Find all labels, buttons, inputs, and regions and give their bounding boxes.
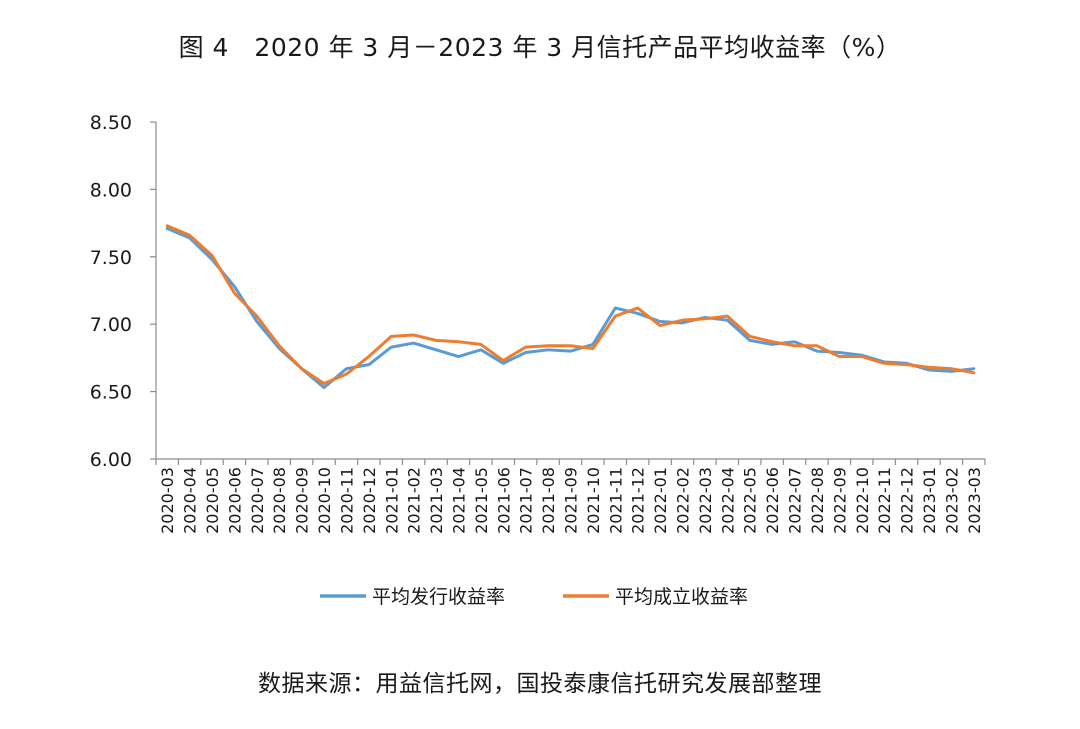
- x-tick-label: 2023-02: [942, 467, 961, 534]
- x-tick-label: 2021-10: [584, 467, 603, 534]
- legend-label-2: 平均成立收益率: [615, 586, 748, 608]
- x-tick-label: 2020-12: [360, 467, 379, 534]
- x-tick-label: 2021-04: [449, 467, 468, 534]
- x-tick-label: 2020-11: [337, 467, 356, 534]
- y-tick-label: 8.00: [90, 179, 132, 201]
- x-tick-label: 2022-12: [898, 467, 917, 534]
- x-tick-label: 2020-06: [225, 467, 244, 534]
- y-tick-label: 7.00: [90, 314, 132, 336]
- x-tick-label: 2020-10: [315, 467, 334, 534]
- x-tick-label: 2022-01: [651, 467, 670, 534]
- x-tick-label: 2022-03: [696, 467, 715, 534]
- chart-title: 图 4 2020 年 3 月－2023 年 3 月信托产品平均收益率（%）: [178, 33, 902, 62]
- x-tick-label: 2020-09: [293, 467, 312, 534]
- x-tick-label: 2022-07: [786, 467, 805, 534]
- x-tick-label: 2022-11: [875, 467, 894, 534]
- x-tick-label: 2020-03: [158, 467, 177, 534]
- legend-label-1: 平均发行收益率: [372, 586, 505, 608]
- y-tick-label: 8.50: [90, 112, 132, 134]
- x-tick-label: 2021-06: [494, 467, 513, 534]
- x-tick-label: 2021-11: [606, 467, 625, 534]
- x-tick-label: 2023-01: [920, 467, 939, 534]
- x-tick-label: 2020-07: [248, 467, 267, 534]
- x-tick-label: 2022-02: [674, 467, 693, 534]
- x-axis: 2020-03 2020-04 2020-05 2020-06 2020-07 2020-…: [155, 458, 986, 534]
- legend: 平均发行收益率 平均成立收益率: [320, 586, 748, 608]
- x-tick-label: 2022-09: [830, 467, 849, 534]
- series-line-1: [165, 226, 976, 390]
- x-tick-label: 2021-07: [517, 467, 536, 534]
- y-tick-label: 6.00: [90, 449, 132, 471]
- y-tick-label: 6.50: [90, 382, 132, 404]
- x-tick-label: 2023-03: [965, 467, 984, 534]
- x-tick-label: 2022-08: [808, 467, 827, 534]
- series-line-2: [165, 224, 976, 386]
- x-tick-label: 2020-08: [270, 467, 289, 534]
- x-tick-label: 2022-06: [763, 467, 782, 534]
- x-tick-label: 2022-04: [718, 467, 737, 534]
- x-tick-label: 2022-10: [853, 467, 872, 534]
- x-tick-label: 2021-02: [405, 467, 424, 534]
- data-source-note: 数据来源：用益信托网，国投泰康信托研究发展部整理: [258, 671, 822, 697]
- x-tick-label: 2021-03: [427, 467, 446, 534]
- x-tick-label: 2021-01: [382, 467, 401, 534]
- x-tick-label: 2021-12: [629, 467, 648, 534]
- x-tick-label: 2020-04: [181, 467, 200, 534]
- y-tick-label: 7.50: [90, 247, 132, 269]
- x-tick-label: 2020-05: [203, 467, 222, 534]
- x-tick-label: 2021-05: [472, 467, 491, 534]
- x-tick-label: 2021-08: [539, 467, 558, 534]
- x-tick-label: 2021-09: [562, 467, 581, 534]
- series-layer: [165, 224, 976, 390]
- x-tick-label: 2022-05: [741, 467, 760, 534]
- y-axis: 6.00 6.50 7.00 7.50 8.00 8.50: [90, 112, 157, 471]
